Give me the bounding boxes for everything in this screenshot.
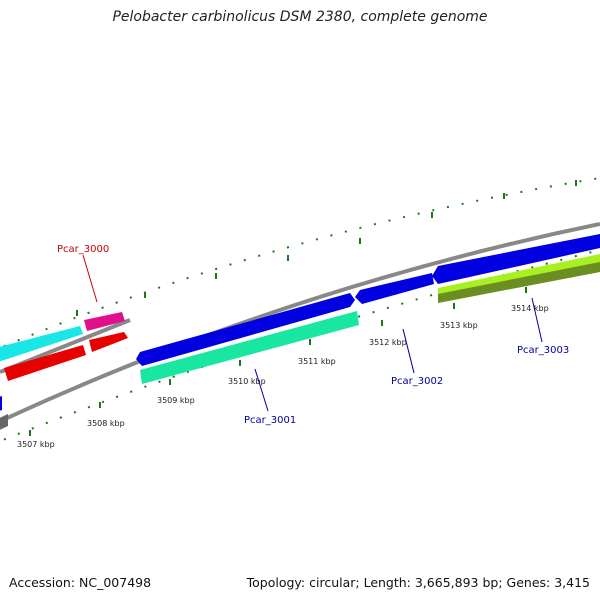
leader-pcar-3001 <box>254 368 269 412</box>
scale-label: 3508 kbp <box>87 419 125 428</box>
leader-pcar-3000 <box>82 254 98 303</box>
gene-pcar-3003-olive <box>438 262 600 303</box>
outer-tick-track <box>0 177 600 349</box>
scale-label: 3509 kbp <box>157 396 195 405</box>
map-title: Pelobacter carbinolicus DSM 2380, comple… <box>112 9 488 25</box>
leader-pcar-3003 <box>531 297 543 343</box>
scale-label: 3513 kbp <box>440 321 478 330</box>
scale-label: 3512 kbp <box>369 338 407 347</box>
gene-red-small <box>89 332 128 352</box>
gene-pcar-3001-forward <box>136 293 355 366</box>
gene-pink <box>84 312 125 331</box>
gene-label-pcar-3000: Pcar_3000 <box>57 244 109 255</box>
gene-pcar-3003-blue <box>432 234 600 284</box>
outer-major-ticks <box>76 180 577 316</box>
genome-backbone <box>0 222 600 424</box>
gene-gray-stub <box>0 414 8 430</box>
scale-label: 3511 kbp <box>298 357 336 366</box>
scale-label: 3507 kbp <box>17 440 55 449</box>
inner-major-ticks <box>29 287 527 436</box>
gene-blue-stub <box>0 396 2 411</box>
genome-summary: Topology: circular; Length: 3,665,893 bp… <box>246 575 590 590</box>
accession-label: Accession: NC_007498 <box>9 575 152 590</box>
gene-label-pcar-3001: Pcar_3001 <box>244 415 296 426</box>
leader-pcar-3002 <box>402 328 415 374</box>
scale-label: 3510 kbp <box>228 377 266 386</box>
gene-cyan <box>0 326 83 362</box>
gene-pcar-3001-teal <box>140 311 359 384</box>
gene-red-left <box>4 345 86 381</box>
gene-label-pcar-3003: Pcar_3003 <box>517 345 569 356</box>
gene-label-pcar-3002: Pcar_3002 <box>391 376 443 387</box>
gene-pcar-3002 <box>355 273 434 304</box>
scale-label: 3514 kbp <box>511 304 549 313</box>
